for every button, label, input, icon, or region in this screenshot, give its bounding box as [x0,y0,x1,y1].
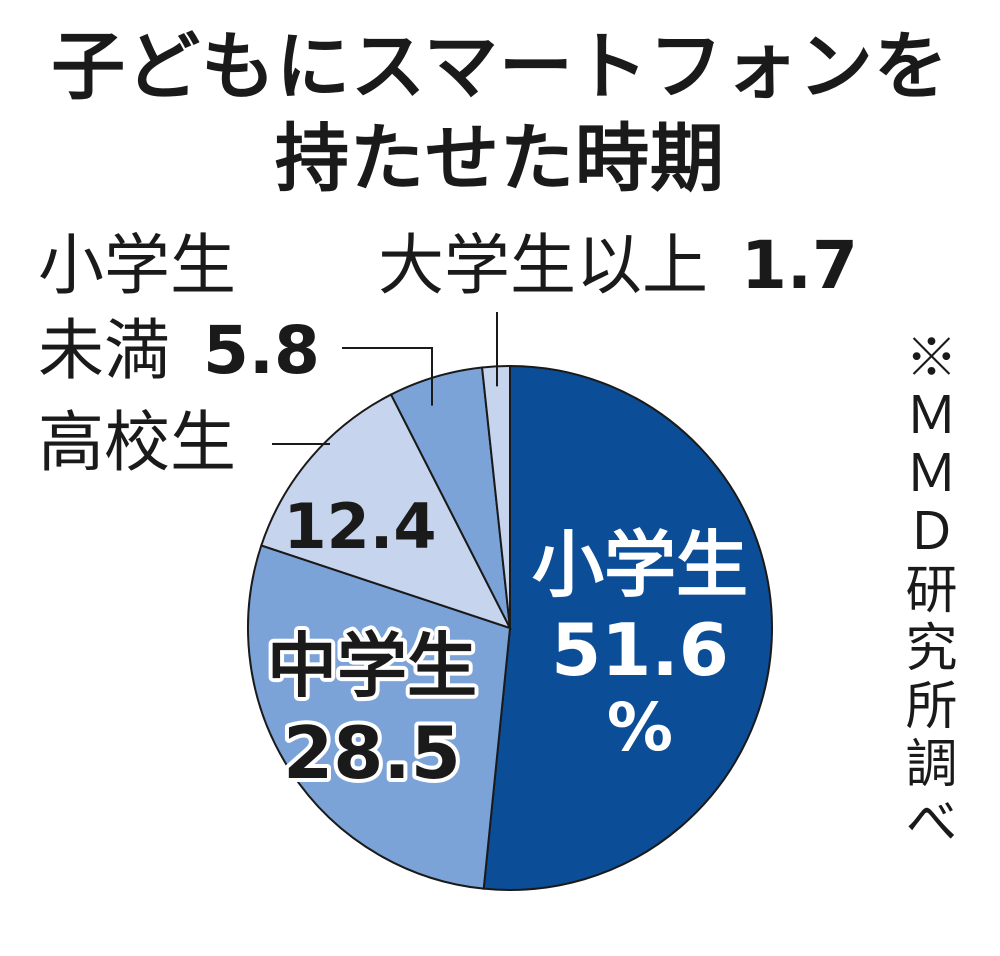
label-high-school: 高校生 [38,404,236,481]
label-under-elementary-line2: 未満 5.8 [38,318,320,384]
value-junior-high: 28.5 [283,711,461,795]
label-elementary: 小学生 [532,523,748,607]
chart-title-line2: 持たせた時期 [275,116,725,202]
value-elementary: 51.6 [551,608,729,692]
value-under-elementary: 5.8 [202,312,320,389]
value-university: 1.7 [740,227,858,304]
label-junior-high: 中学生 [267,625,477,707]
unit-percent: % [607,689,673,766]
label-university-text: 大学生以上 [378,227,708,304]
label-university: 大学生以上 1.7 [378,233,858,299]
chart-title-line1: 子どもにスマートフォンを [51,24,949,110]
label-under-elementary-text: 未満 [38,312,170,389]
source-note: ※ＭＭＤ研究所調べ [896,330,956,852]
leader-line-under-elementary [342,347,433,406]
slice-junior-high [247,544,512,890]
slice-elementary [482,364,773,891]
value-high-school: 12.4 [284,490,437,563]
label-under-elementary-line1: 小学生 [38,227,236,304]
slice-high-school [260,393,512,630]
